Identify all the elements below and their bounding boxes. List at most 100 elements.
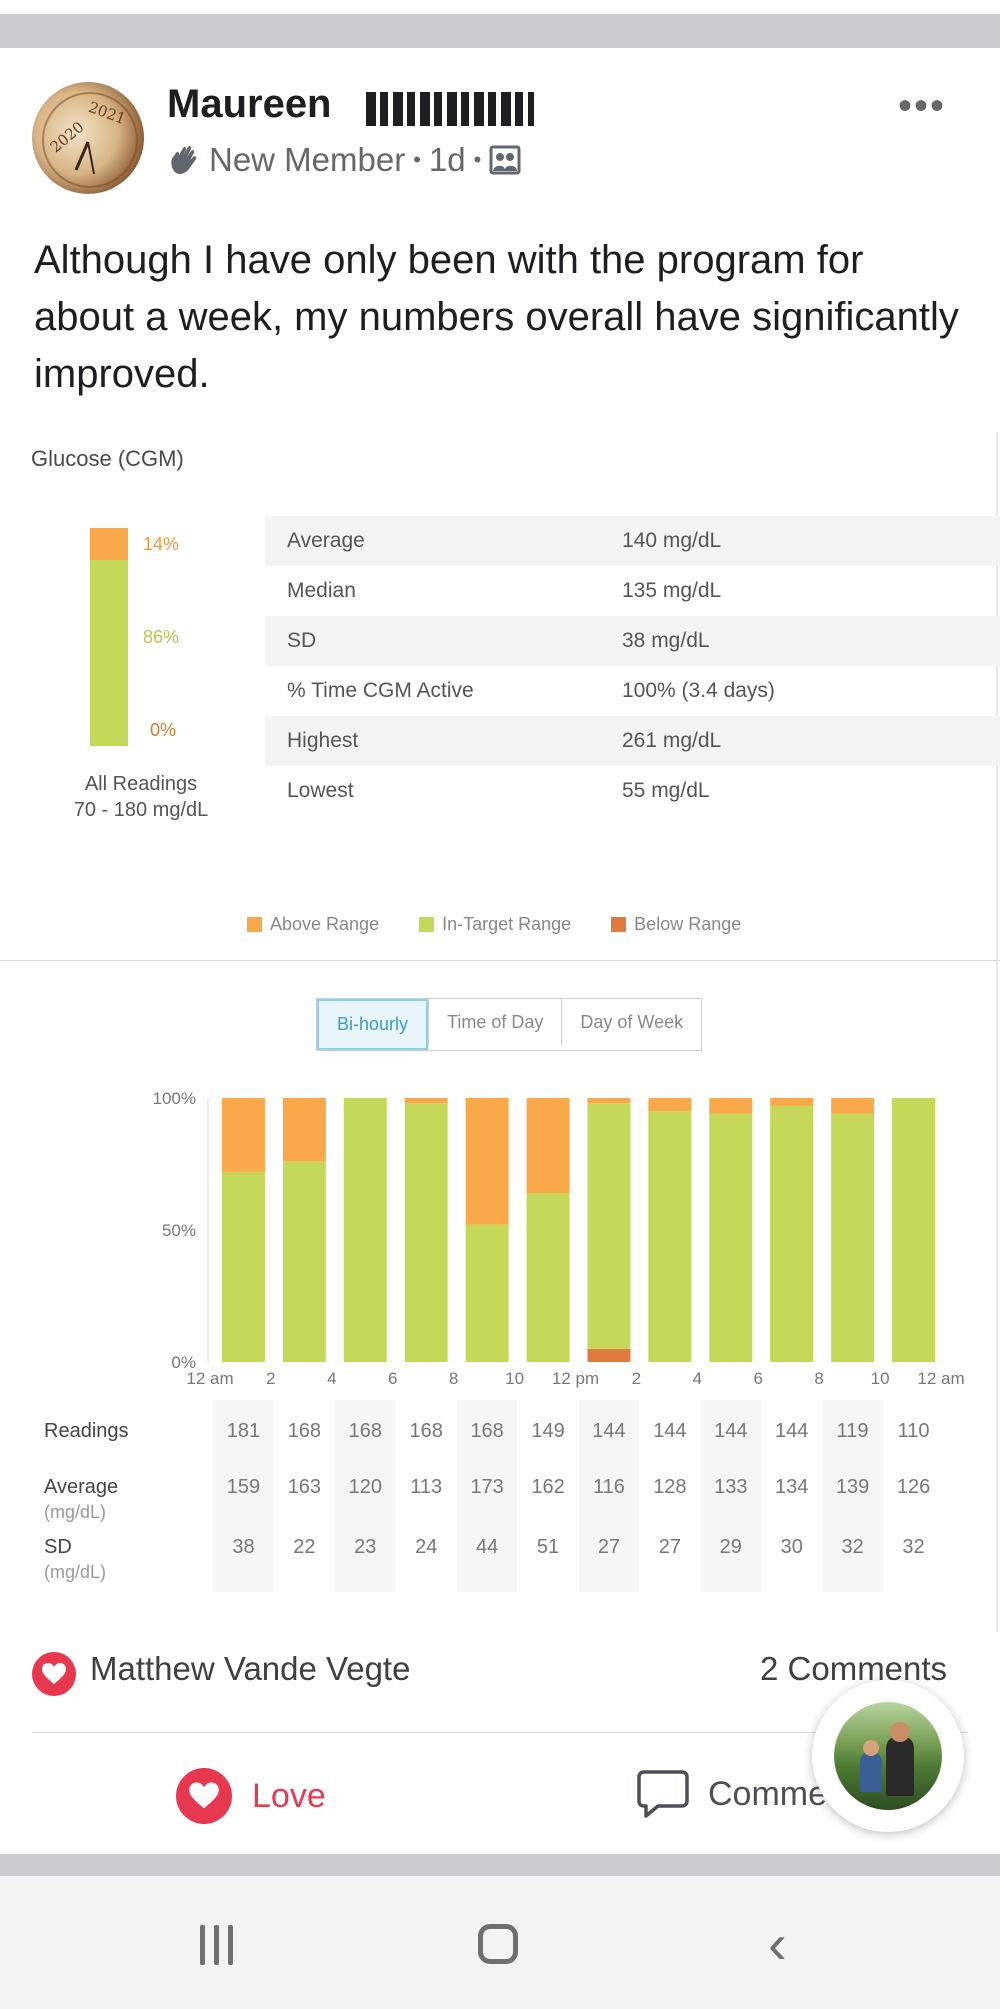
y-tick-label: 0% <box>171 1353 196 1372</box>
stat-row: Lowest 55 mg/dL <box>265 766 1000 816</box>
bar-in-target <box>404 1103 448 1362</box>
chart-tabs: Bi-hourly Time of Day Day of Week <box>316 998 703 1051</box>
reactor-name[interactable]: Matthew Vande Vegte <box>90 1650 411 1687</box>
stat-label: SD <box>287 629 317 652</box>
tab-day-of-week[interactable]: Day of Week <box>561 999 701 1046</box>
average-cell: 173 <box>470 1476 504 1498</box>
x-tick-label: 6 <box>754 1369 763 1388</box>
all-readings-label: All Readings <box>84 773 198 795</box>
author-name[interactable]: Maureen <box>167 82 332 126</box>
average-cell: 113 <box>410 1476 443 1498</box>
feed-separator-bottom <box>0 1854 1000 1876</box>
stat-row: % Time CGM Active 100% (3.4 days) <box>265 666 1000 716</box>
readings-cell: 181 <box>226 1420 261 1442</box>
bar-in-target <box>282 1161 326 1362</box>
y-tick-label: 100% <box>153 1089 196 1108</box>
x-tick-label: 12 am <box>917 1369 964 1388</box>
average-cell: 120 <box>348 1476 382 1498</box>
recents-icon[interactable] <box>200 1925 233 1965</box>
bar-in-target <box>648 1111 692 1362</box>
post-meta: New Member • 1d • <box>167 141 521 179</box>
comment-button[interactable]: Comme <box>636 1768 827 1820</box>
x-tick-label: 10 <box>871 1369 890 1388</box>
home-icon[interactable] <box>478 1924 518 1964</box>
readings-cell: 168 <box>287 1420 322 1442</box>
stat-value: 100% (3.4 days) <box>622 679 775 702</box>
average-cell: 126 <box>896 1476 931 1498</box>
stat-label: Lowest <box>287 779 354 802</box>
group-members-icon <box>489 145 521 175</box>
chat-head-bubble[interactable] <box>812 1680 964 1832</box>
x-tick-label: 8 <box>449 1369 458 1388</box>
stat-value: 140 mg/dL <box>622 529 722 552</box>
bar-above <box>831 1098 875 1114</box>
range-below-pct: 0% <box>150 720 177 740</box>
stats-table: Average 140 mg/dL Median 135 mg/dL SD 38 mg… <box>265 516 1000 816</box>
legend-in-target-label: In-Target Range <box>442 914 572 934</box>
bar-in-target <box>587 1103 631 1349</box>
comment-bubble-icon <box>637 1770 689 1818</box>
average-cell: 116 <box>593 1476 625 1498</box>
chart-legend: Above Range In-Target Range Below Range <box>247 914 741 935</box>
bar-above <box>465 1098 509 1225</box>
readings-cell: 149 <box>531 1420 565 1442</box>
love-button[interactable]: Love <box>176 1768 326 1824</box>
readings-cell: 119 <box>836 1420 869 1442</box>
status-bar <box>0 0 1000 14</box>
range-bar-above <box>90 528 128 560</box>
bar-in-target <box>526 1193 570 1362</box>
bar-above <box>404 1098 448 1104</box>
tab-bi-hourly[interactable]: Bi-hourly <box>317 999 429 1050</box>
more-options-icon[interactable]: ••• <box>898 84 947 128</box>
sd-cell: 44 <box>476 1536 499 1558</box>
author-avatar[interactable]: 2020 2021 <box>32 82 144 194</box>
x-tick-label: 6 <box>388 1369 397 1388</box>
table-column-shade <box>457 1400 518 1592</box>
legend-swatch-below <box>611 917 627 932</box>
photo-head-b <box>890 1722 910 1742</box>
average-cell: 162 <box>531 1476 565 1498</box>
legend-swatch-in-target <box>419 917 435 932</box>
legend-swatch-above <box>247 917 262 932</box>
average-cell: 134 <box>775 1476 809 1498</box>
bar-in-target <box>770 1105 814 1362</box>
meta-dot: • <box>413 147 421 172</box>
table-column-shade <box>822 1400 883 1592</box>
sd-cell: 32 <box>902 1536 925 1558</box>
stat-row: Median 135 mg/dL <box>265 566 1000 616</box>
sd-cell: 23 <box>354 1536 377 1558</box>
bar-above <box>648 1098 692 1112</box>
feed-separator <box>0 14 1000 48</box>
average-cell: 139 <box>835 1476 870 1498</box>
post-time[interactable]: 1d <box>428 141 466 178</box>
table-column-shade <box>578 1400 639 1592</box>
table-column-shade <box>213 1400 274 1592</box>
photo-person-b <box>886 1736 914 1796</box>
stat-row: Average 140 mg/dL <box>265 516 1000 566</box>
meta-dot: • <box>473 147 482 172</box>
x-tick-label: 12 pm <box>552 1369 599 1388</box>
all-readings-caption: All Readings 70 - 180 mg/dL <box>56 771 226 823</box>
x-tick-label: 2 <box>632 1369 641 1388</box>
range-in-pct: 86% <box>143 627 180 647</box>
bar-in-target <box>343 1098 387 1362</box>
bar-above <box>221 1098 265 1172</box>
bihourly-table: Readings Average (mg/dL) SD (mg/dL) 181 1… <box>0 1400 1000 1600</box>
bar-above <box>526 1098 570 1194</box>
x-tick-label: 12 am <box>186 1369 233 1388</box>
readings-cell: 144 <box>592 1420 626 1442</box>
report-divider <box>0 960 1000 961</box>
stat-value: 55 mg/dL <box>622 779 710 802</box>
tab-time-of-day[interactable]: Time of Day <box>428 999 561 1046</box>
report-title: Glucose (CGM) <box>31 446 184 471</box>
back-icon[interactable]: ‹ <box>768 1912 787 1975</box>
x-tick-label: 2 <box>266 1369 275 1388</box>
bar-above <box>282 1098 326 1162</box>
range-above-pct: 14% <box>143 534 180 554</box>
range-bar-in-target <box>90 560 128 746</box>
comment-count[interactable]: 2 Comments <box>760 1650 948 1687</box>
y-tick-label: 50% <box>162 1221 196 1240</box>
love-heart-icon <box>176 1768 232 1824</box>
legend-below: Below Range <box>611 914 741 935</box>
photo-person-a <box>860 1752 882 1792</box>
